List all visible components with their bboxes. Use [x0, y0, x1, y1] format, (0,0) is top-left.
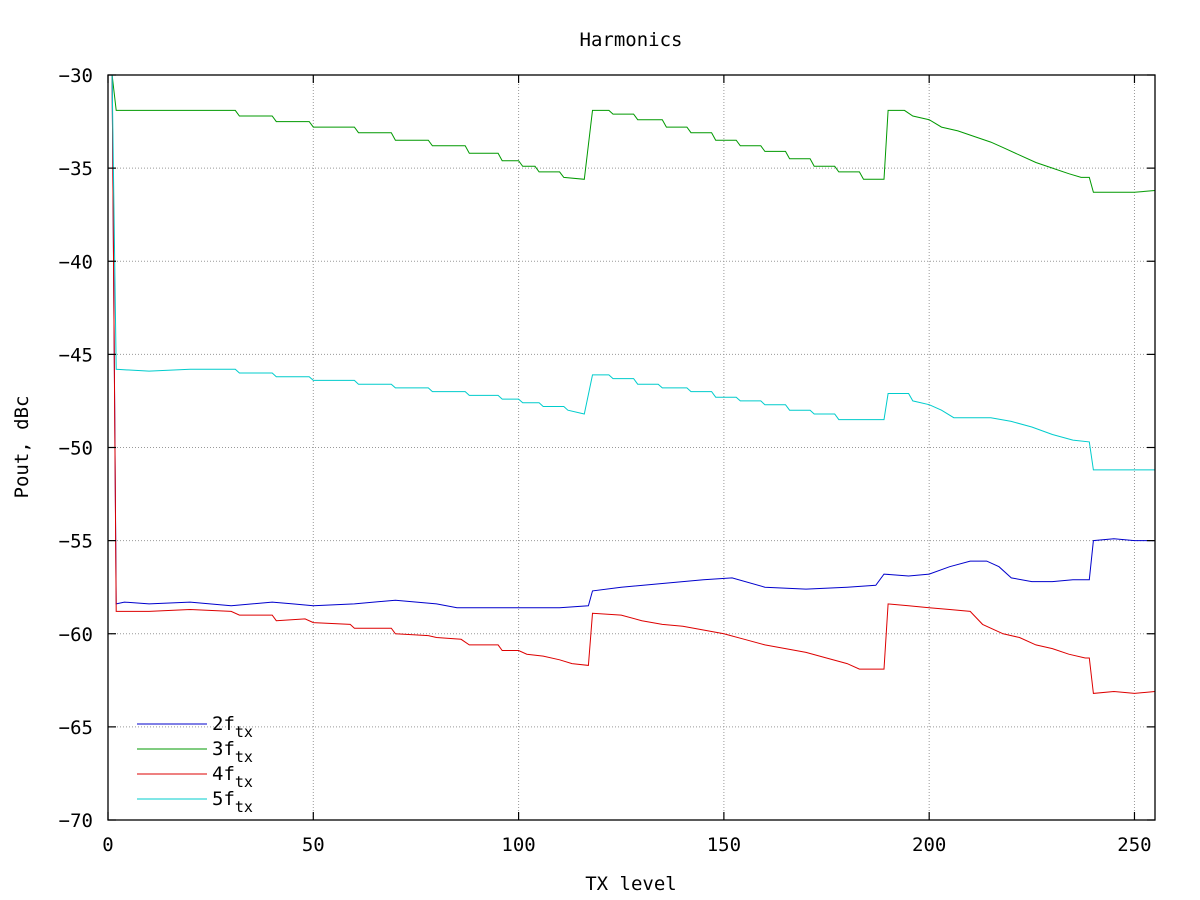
y-tick-label: −40 [59, 251, 93, 273]
legend-label-main: 2f [212, 713, 235, 735]
y-tick-label: −70 [59, 810, 93, 832]
legend-label-subscript: tx [235, 723, 253, 741]
series-line-3f [111, 75, 1155, 193]
y-tick-label: −35 [59, 158, 93, 180]
series-line-2f [111, 75, 1155, 609]
axis-ticks: 0 50 100 150 200 250 −30 −35 −40 −45 −50 −55 −60 −65 −… [59, 65, 1155, 856]
legend-label-4f: 4ftx [212, 763, 253, 791]
legend-label-2f: 2ftx [212, 713, 253, 741]
x-axis-title: TX level [585, 873, 677, 895]
y-axis-title: Pout, dBc [11, 396, 33, 499]
x-tick-label: 250 [1117, 834, 1151, 856]
legend-label-main: 3f [212, 738, 235, 760]
x-tick-label: 100 [501, 834, 535, 856]
legend-label-subscript: tx [235, 748, 253, 766]
x-tick-label: 150 [707, 834, 741, 856]
x-tick-label: 200 [912, 834, 946, 856]
x-tick-label: 0 [102, 834, 113, 856]
y-tick-label: −50 [59, 438, 93, 460]
y-tick-label: −55 [59, 531, 93, 553]
y-tick-label: −65 [59, 717, 93, 739]
y-tick-label: −30 [59, 65, 93, 87]
grid-lines [108, 75, 1155, 820]
legend-label-main: 5f [212, 788, 235, 810]
series-lines [111, 75, 1155, 694]
series-line-4f [111, 75, 1155, 694]
legend-label-3f: 3ftx [212, 738, 253, 766]
legend-label-main: 4f [212, 763, 235, 785]
legend-label-subscript: tx [235, 773, 253, 791]
y-tick-label: −45 [59, 344, 93, 366]
legend-label-subscript: tx [235, 798, 253, 816]
series-line-5f [111, 75, 1155, 471]
x-tick-label: 50 [302, 834, 325, 856]
plot-frame [107, 74, 1156, 821]
legend-label-5f: 5ftx [212, 788, 253, 816]
chart-title: Harmonics [580, 29, 683, 51]
y-tick-label: −60 [59, 624, 93, 646]
